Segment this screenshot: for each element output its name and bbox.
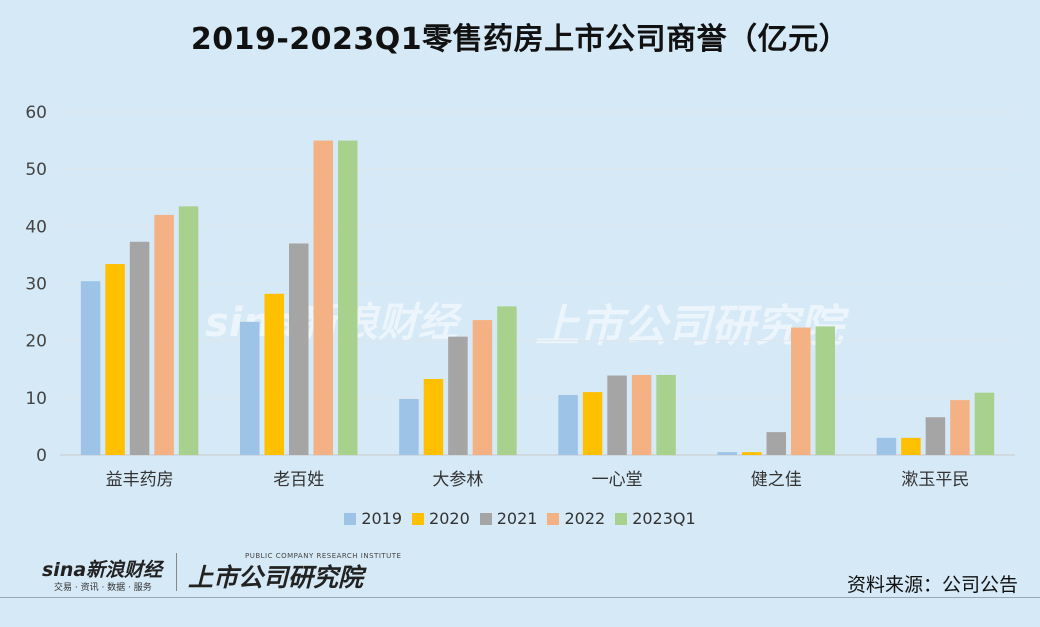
bar	[950, 400, 970, 455]
research-institute-logo: 上市公司研究院	[188, 563, 364, 592]
bar	[472, 320, 493, 455]
legend-label: 2020	[429, 509, 470, 528]
x-tick-label: 一心堂	[592, 470, 643, 490]
bar	[876, 437, 897, 455]
y-tick-label: 10	[25, 389, 47, 409]
bar	[313, 140, 333, 456]
bar	[240, 321, 260, 455]
y-tick-label: 50	[25, 160, 47, 180]
logo-divider	[176, 553, 177, 591]
legend-item: 2021	[479, 509, 538, 528]
legend-swatch	[479, 512, 492, 525]
bar	[631, 374, 652, 455]
bar	[656, 374, 676, 455]
bar	[558, 394, 578, 455]
x-tick-label: 老百姓	[273, 470, 324, 490]
sina-finance-logo: sina新浪财经	[42, 555, 162, 582]
sina-logo-text: sina新浪财经	[42, 559, 163, 581]
bar	[178, 206, 199, 455]
sina-logo-subtitle: 交易 · 资讯 · 数据 · 服务	[54, 583, 152, 593]
chart-legend: 2019 2020 2021 2022 2023Q1	[0, 509, 1040, 528]
legend-item: 2020	[412, 509, 470, 528]
bar	[129, 241, 150, 455]
bar	[105, 264, 125, 455]
legend-label: 2019	[361, 509, 403, 528]
x-tick-label: 益丰药房	[106, 470, 174, 490]
bar	[791, 327, 811, 455]
bar	[925, 417, 946, 455]
bar	[974, 392, 995, 455]
bar	[607, 375, 627, 455]
bar	[497, 306, 517, 455]
bar	[448, 336, 468, 455]
bar	[338, 140, 358, 456]
source-note: 资料来源：公司公告	[846, 574, 1018, 596]
y-tick-label: 60	[25, 103, 47, 123]
bar	[901, 437, 921, 455]
bar	[289, 243, 309, 455]
bar	[815, 326, 835, 455]
bar	[742, 452, 762, 455]
legend-swatch	[344, 512, 357, 525]
bar	[717, 452, 737, 455]
x-tick-label: 健之佳	[751, 470, 802, 490]
legend-label: 2021	[496, 509, 538, 528]
footer-divider	[0, 597, 1040, 598]
legend-label: 2022	[564, 509, 606, 528]
legend-swatch	[615, 512, 628, 525]
x-tick-label: 漱玉平民	[901, 470, 969, 490]
x-tick-label: 大参林	[432, 470, 483, 490]
legend-item: 2019	[344, 509, 402, 528]
bar	[423, 378, 444, 455]
bar	[154, 214, 174, 455]
bar	[766, 432, 786, 455]
bar	[399, 398, 419, 455]
research-logo-subtitle: PUBLIC COMPANY RESEARCH INSTITUTE	[245, 552, 402, 560]
legend-item: 2022	[547, 509, 605, 528]
y-tick-label: 40	[25, 217, 47, 237]
y-tick-label: 30	[25, 275, 47, 295]
y-tick-label: 0	[36, 446, 47, 466]
legend-swatch	[412, 512, 425, 525]
y-tick-label: 20	[25, 332, 47, 352]
bar	[80, 281, 101, 455]
legend-swatch	[547, 512, 560, 525]
chart-title: 2019-2023Q1零售药房上市公司商誉（亿元）	[190, 22, 850, 57]
legend-item: 2023Q1	[615, 509, 696, 528]
bar	[582, 392, 603, 455]
legend-label: 2023Q1	[632, 509, 696, 528]
bar	[264, 293, 284, 455]
